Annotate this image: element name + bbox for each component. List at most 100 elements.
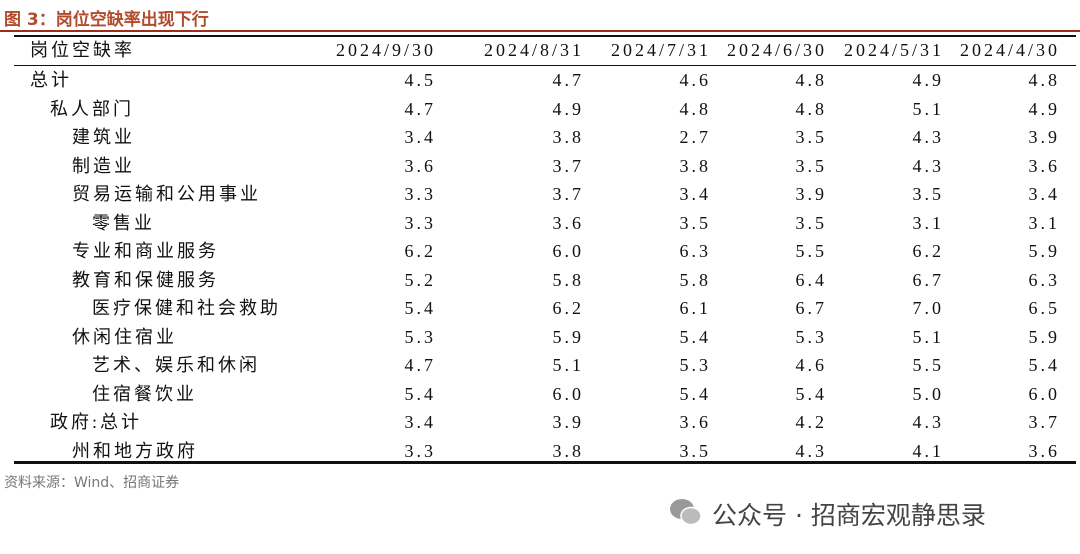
value-cell: 3.5	[912, 184, 944, 204]
row-label: 教育和保健服务	[72, 269, 219, 290]
value-cell: 5.4	[795, 383, 827, 404]
value-cell: 5.3	[795, 326, 827, 347]
value-cell: 5.1	[552, 355, 584, 375]
row-label: 州和地方政府	[72, 440, 198, 461]
value-cell: 4.6	[795, 355, 827, 375]
value-cell: 5.5	[795, 241, 827, 261]
value-cell: 5.8	[552, 269, 584, 290]
value-cell: 5.4	[1028, 355, 1060, 375]
row-label: 艺术、娱乐和休闲	[92, 355, 260, 375]
row-label: 政府:总计	[50, 412, 143, 432]
value-cell: 3.5	[679, 212, 711, 233]
value-cell: 4.8	[795, 98, 827, 119]
table-top-rule	[14, 35, 1076, 37]
value-cell: 6.0	[1028, 383, 1060, 404]
value-cell: 5.3	[404, 326, 436, 347]
row-label: 制造业	[72, 155, 135, 176]
header-date: 2024/4/30	[959, 40, 1060, 60]
value-cell: 3.5	[795, 212, 827, 233]
value-cell: 4.8	[679, 98, 711, 119]
value-cell: 3.4	[679, 184, 711, 204]
value-cell: 3.6	[679, 412, 711, 432]
value-cell: 5.8	[679, 269, 711, 290]
header-label: 岗位空缺率	[30, 40, 135, 60]
value-cell: 5.1	[912, 98, 944, 119]
value-cell: 4.2	[795, 412, 827, 432]
header-date: 2024/8/31	[483, 40, 584, 60]
header-date: 2024/5/31	[843, 40, 944, 60]
value-cell: 3.7	[552, 184, 584, 204]
value-cell: 6.2	[912, 241, 944, 261]
header-rule	[14, 65, 1076, 66]
value-cell: 3.4	[404, 127, 436, 147]
value-cell: 3.3	[404, 440, 436, 461]
value-cell: 5.4	[404, 383, 436, 404]
value-cell: 5.9	[1028, 241, 1060, 261]
header-date: 2024/9/30	[335, 40, 436, 60]
row-label: 专业和商业服务	[72, 241, 219, 261]
value-cell: 6.2	[404, 241, 436, 261]
value-cell: 3.6	[552, 212, 584, 233]
row-label: 总计	[30, 70, 72, 90]
value-cell: 6.3	[1028, 269, 1060, 290]
value-cell: 3.9	[795, 184, 827, 204]
value-cell: 4.3	[795, 440, 827, 461]
row-label: 零售业	[92, 212, 155, 233]
value-cell: 6.0	[552, 241, 584, 261]
wechat-icon	[670, 499, 702, 526]
value-cell: 4.3	[912, 412, 944, 432]
value-cell: 3.9	[1028, 127, 1060, 147]
value-cell: 3.4	[1028, 184, 1060, 204]
value-cell: 3.5	[679, 440, 711, 461]
value-cell: 3.8	[552, 440, 584, 461]
value-cell: 3.1	[912, 212, 944, 233]
value-cell: 4.9	[1028, 98, 1060, 119]
value-cell: 4.1	[912, 440, 944, 461]
value-cell: 6.0	[552, 383, 584, 404]
row-label: 住宿餐饮业	[92, 383, 197, 404]
value-cell: 4.5	[404, 70, 436, 90]
value-cell: 5.3	[679, 355, 711, 375]
value-cell: 4.9	[552, 98, 584, 119]
value-cell: 3.7	[552, 155, 584, 176]
source-note: 资料来源：Wind、招商证券	[4, 475, 180, 491]
value-cell: 4.7	[404, 355, 436, 375]
value-cell: 5.9	[552, 326, 584, 347]
value-cell: 5.4	[404, 298, 436, 318]
watermark: 公众号 · 招商宏观静思录	[712, 501, 986, 530]
value-cell: 4.7	[404, 98, 436, 119]
value-cell: 5.2	[404, 269, 436, 290]
row-label: 私人部门	[50, 98, 134, 119]
value-cell: 4.3	[912, 127, 944, 147]
value-cell: 3.6	[1028, 440, 1060, 461]
value-cell: 3.6	[1028, 155, 1060, 176]
value-cell: 4.7	[552, 70, 584, 90]
value-cell: 6.1	[679, 298, 711, 318]
value-cell: 5.0	[912, 383, 944, 404]
value-cell: 3.6	[404, 155, 436, 176]
row-label: 休闲住宿业	[72, 326, 177, 347]
header-date: 2024/6/30	[726, 40, 827, 60]
value-cell: 5.4	[679, 326, 711, 347]
value-cell: 5.1	[912, 326, 944, 347]
row-label: 医疗保健和社会救助	[92, 298, 281, 318]
value-cell: 6.2	[552, 298, 584, 318]
value-cell: 2.7	[679, 127, 711, 147]
value-cell: 3.1	[1028, 212, 1060, 233]
value-cell: 4.8	[1028, 70, 1060, 90]
value-cell: 3.8	[552, 127, 584, 147]
value-cell: 3.3	[404, 212, 436, 233]
table-bottom-rule	[14, 461, 1076, 464]
value-cell: 5.4	[679, 383, 711, 404]
row-label: 建筑业	[72, 127, 135, 147]
value-cell: 3.7	[1028, 412, 1060, 432]
row-label: 贸易运输和公用事业	[72, 184, 261, 204]
value-cell: 3.3	[404, 184, 436, 204]
value-cell: 4.9	[912, 70, 944, 90]
value-cell: 6.7	[912, 269, 944, 290]
value-cell: 6.5	[1028, 298, 1060, 318]
value-cell: 6.4	[795, 269, 827, 290]
value-cell: 6.7	[795, 298, 827, 318]
value-cell: 5.5	[912, 355, 944, 375]
value-cell: 5.9	[1028, 326, 1060, 347]
